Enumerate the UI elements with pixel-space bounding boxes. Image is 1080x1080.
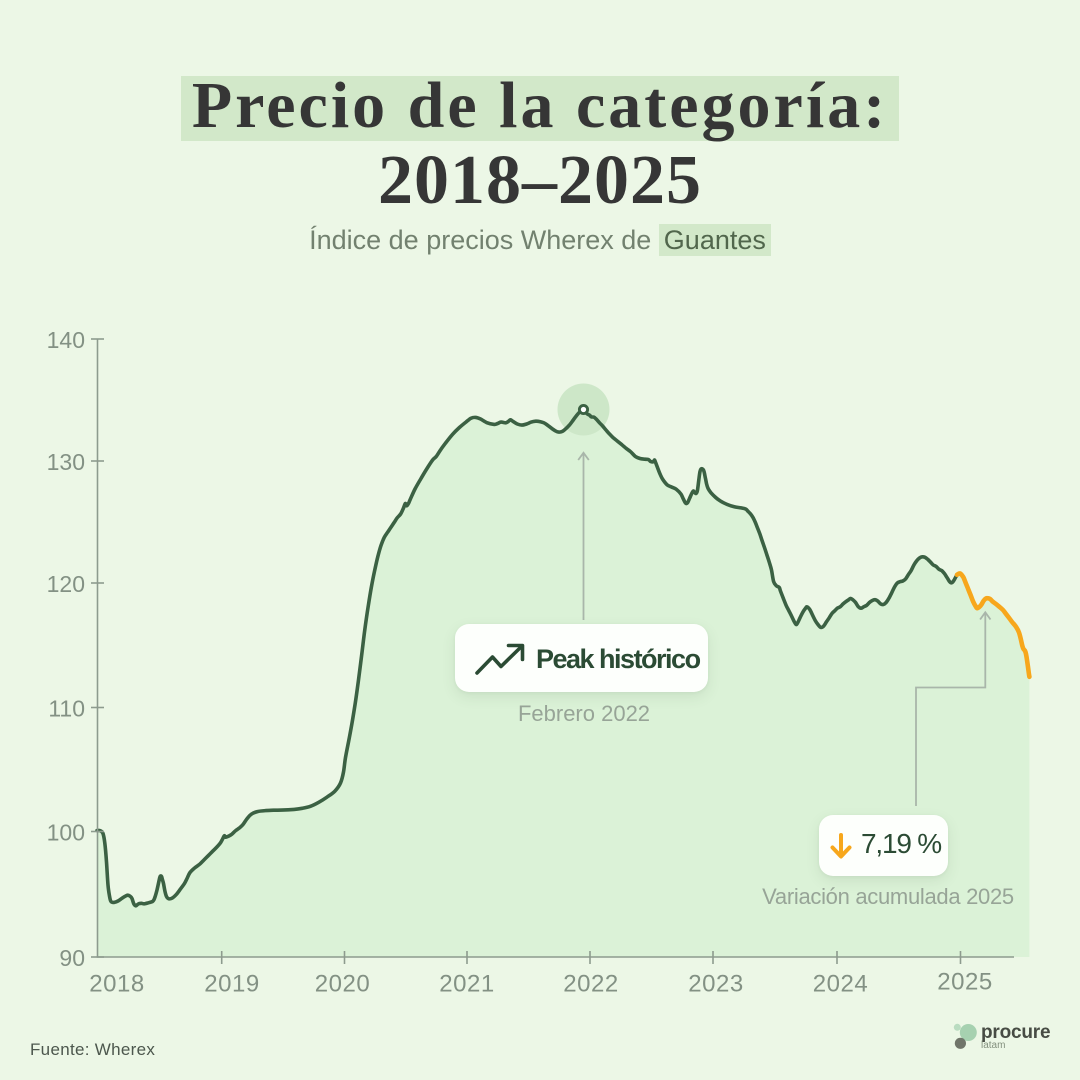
svg-text:110: 110 (48, 696, 85, 722)
svg-text:2025: 2025 (937, 969, 992, 996)
svg-text:2022: 2022 (563, 971, 618, 998)
svg-text:140: 140 (47, 327, 85, 353)
svg-text:2021: 2021 (439, 971, 494, 998)
svg-text:90: 90 (59, 945, 85, 971)
svg-text:120: 120 (47, 571, 85, 597)
svg-text:100: 100 (47, 820, 85, 846)
svg-text:2024: 2024 (813, 971, 868, 998)
svg-text:2019: 2019 (204, 971, 259, 998)
svg-text:2020: 2020 (315, 971, 370, 998)
svg-text:2023: 2023 (688, 971, 743, 998)
svg-text:2018: 2018 (89, 971, 144, 998)
svg-text:130: 130 (47, 449, 85, 475)
